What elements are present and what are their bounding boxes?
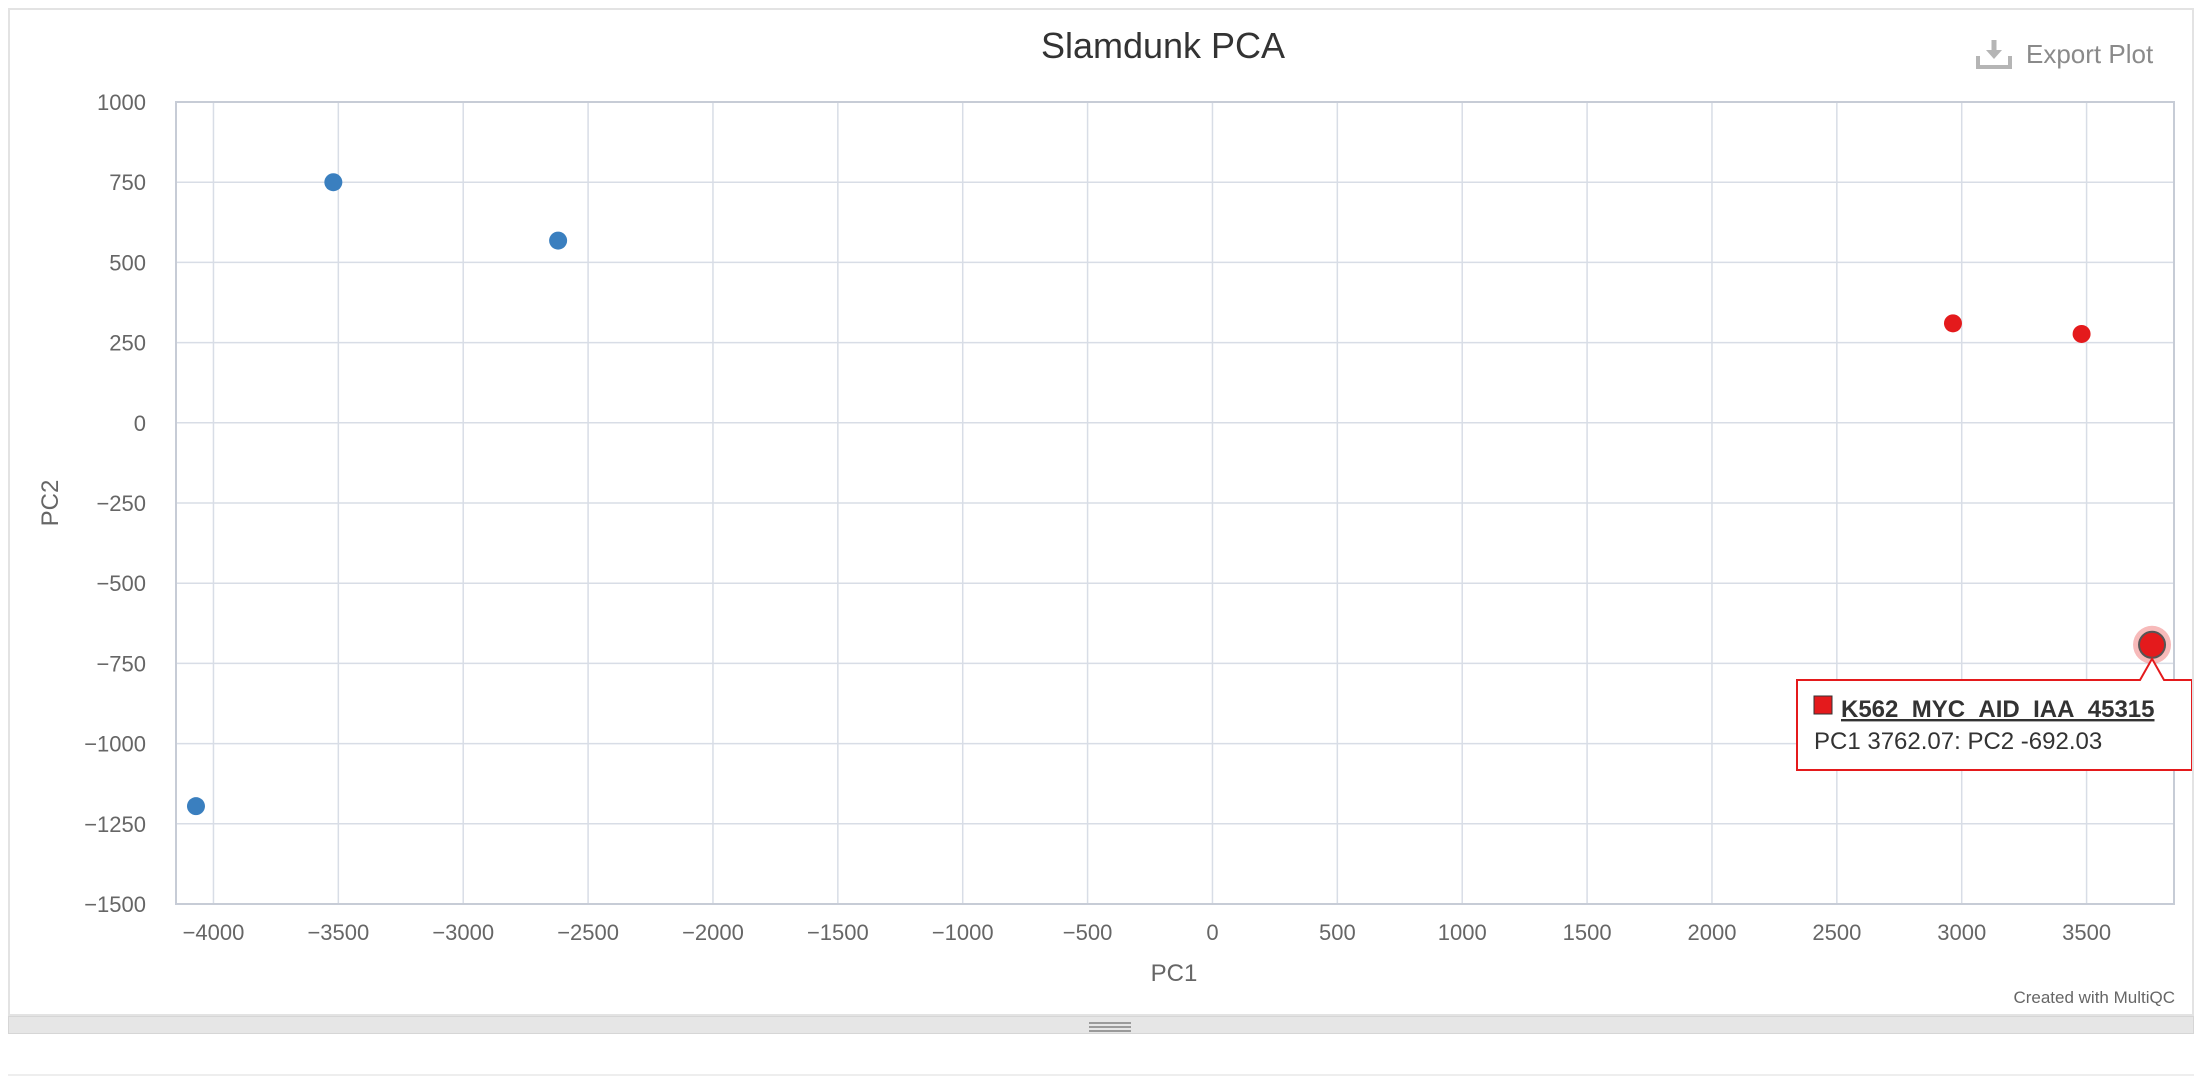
plot-area-border xyxy=(175,101,2175,905)
y-tick-label: 250 xyxy=(109,331,146,356)
download-icon xyxy=(1976,40,2012,69)
y-tick-label: −1500 xyxy=(84,892,146,917)
x-tick-label: 1000 xyxy=(1438,920,1487,945)
resize-handle[interactable] xyxy=(1089,1022,1131,1032)
x-tick-label: −3500 xyxy=(307,920,369,945)
x-tick-label: −500 xyxy=(1063,920,1113,945)
x-tick-label: 2500 xyxy=(1812,920,1861,945)
chart-container: Slamdunk PCA −4000 −3500 −3000 −2500 −2000 −1… xyxy=(8,8,2194,1016)
export-plot-button[interactable]: Export Plot xyxy=(1976,30,2153,78)
tooltip-series-name: K562_MYC_AID_IAA_45315 xyxy=(1841,696,2155,723)
x-tick-label: 3000 xyxy=(1937,920,1986,945)
tooltip-values: PC1 3762.07: PC2 -692.03 xyxy=(1814,728,2102,755)
x-tick-label: 500 xyxy=(1319,920,1356,945)
grid-lines xyxy=(176,101,2174,905)
x-tick-label: −1000 xyxy=(932,920,994,945)
y-tick-label: −1250 xyxy=(84,812,146,837)
y-tick-label: −750 xyxy=(96,651,146,676)
data-point xyxy=(2138,630,2167,659)
x-tick-label: −3000 xyxy=(432,920,494,945)
tooltip: K562_MYC_AID_IAA_45315 PC1 3762.07: PC2 … xyxy=(1796,656,2192,771)
data-points xyxy=(186,173,2172,816)
y-axis-label: PC2 xyxy=(37,480,64,527)
divider xyxy=(8,1074,2194,1076)
resize-bar[interactable] xyxy=(8,1016,2194,1034)
x-tick-label: −2500 xyxy=(557,920,619,945)
y-tick-label: 1000 xyxy=(97,90,146,115)
data-point xyxy=(1943,314,1962,333)
axes: −4000 −3500 −3000 −2500 −2000 −1500 −1000 −500 0… xyxy=(84,90,2175,945)
data-point xyxy=(186,797,205,816)
data-point xyxy=(549,231,568,250)
tooltip-box xyxy=(1796,656,2192,771)
data-point xyxy=(324,173,343,192)
x-tick-label: 0 xyxy=(1206,920,1218,945)
y-tick-label: 750 xyxy=(109,170,146,195)
x-axis-label: PC1 xyxy=(1151,960,1198,987)
y-tick-label: −250 xyxy=(96,491,146,516)
y-tick-label: −500 xyxy=(96,571,146,596)
credits-text[interactable]: Created with MultiQC xyxy=(2013,988,2175,1007)
data-point xyxy=(2072,324,2091,343)
x-tick-label: 3500 xyxy=(2062,920,2111,945)
x-tick-label: −1500 xyxy=(807,920,869,945)
x-tick-label: −4000 xyxy=(183,920,245,945)
export-plot-label: Export Plot xyxy=(2026,38,2154,69)
tooltip-swatch xyxy=(1813,695,1833,715)
y-tick-label: 500 xyxy=(109,250,146,275)
y-tick-label: −1000 xyxy=(84,732,146,757)
x-tick-label: 2000 xyxy=(1687,920,1736,945)
chart-title: Slamdunk PCA xyxy=(1041,25,1285,66)
scatter-chart: Slamdunk PCA −4000 −3500 −3000 −2500 −2000 −1… xyxy=(37,25,2192,1007)
y-tick-label: 0 xyxy=(134,411,146,436)
x-tick-label: 1500 xyxy=(1563,920,1612,945)
x-tick-label: −2000 xyxy=(682,920,744,945)
